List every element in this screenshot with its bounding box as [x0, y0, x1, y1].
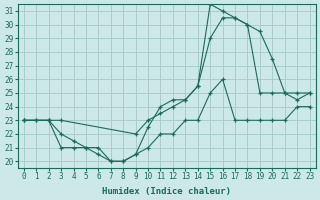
X-axis label: Humidex (Indice chaleur): Humidex (Indice chaleur)	[102, 187, 231, 196]
